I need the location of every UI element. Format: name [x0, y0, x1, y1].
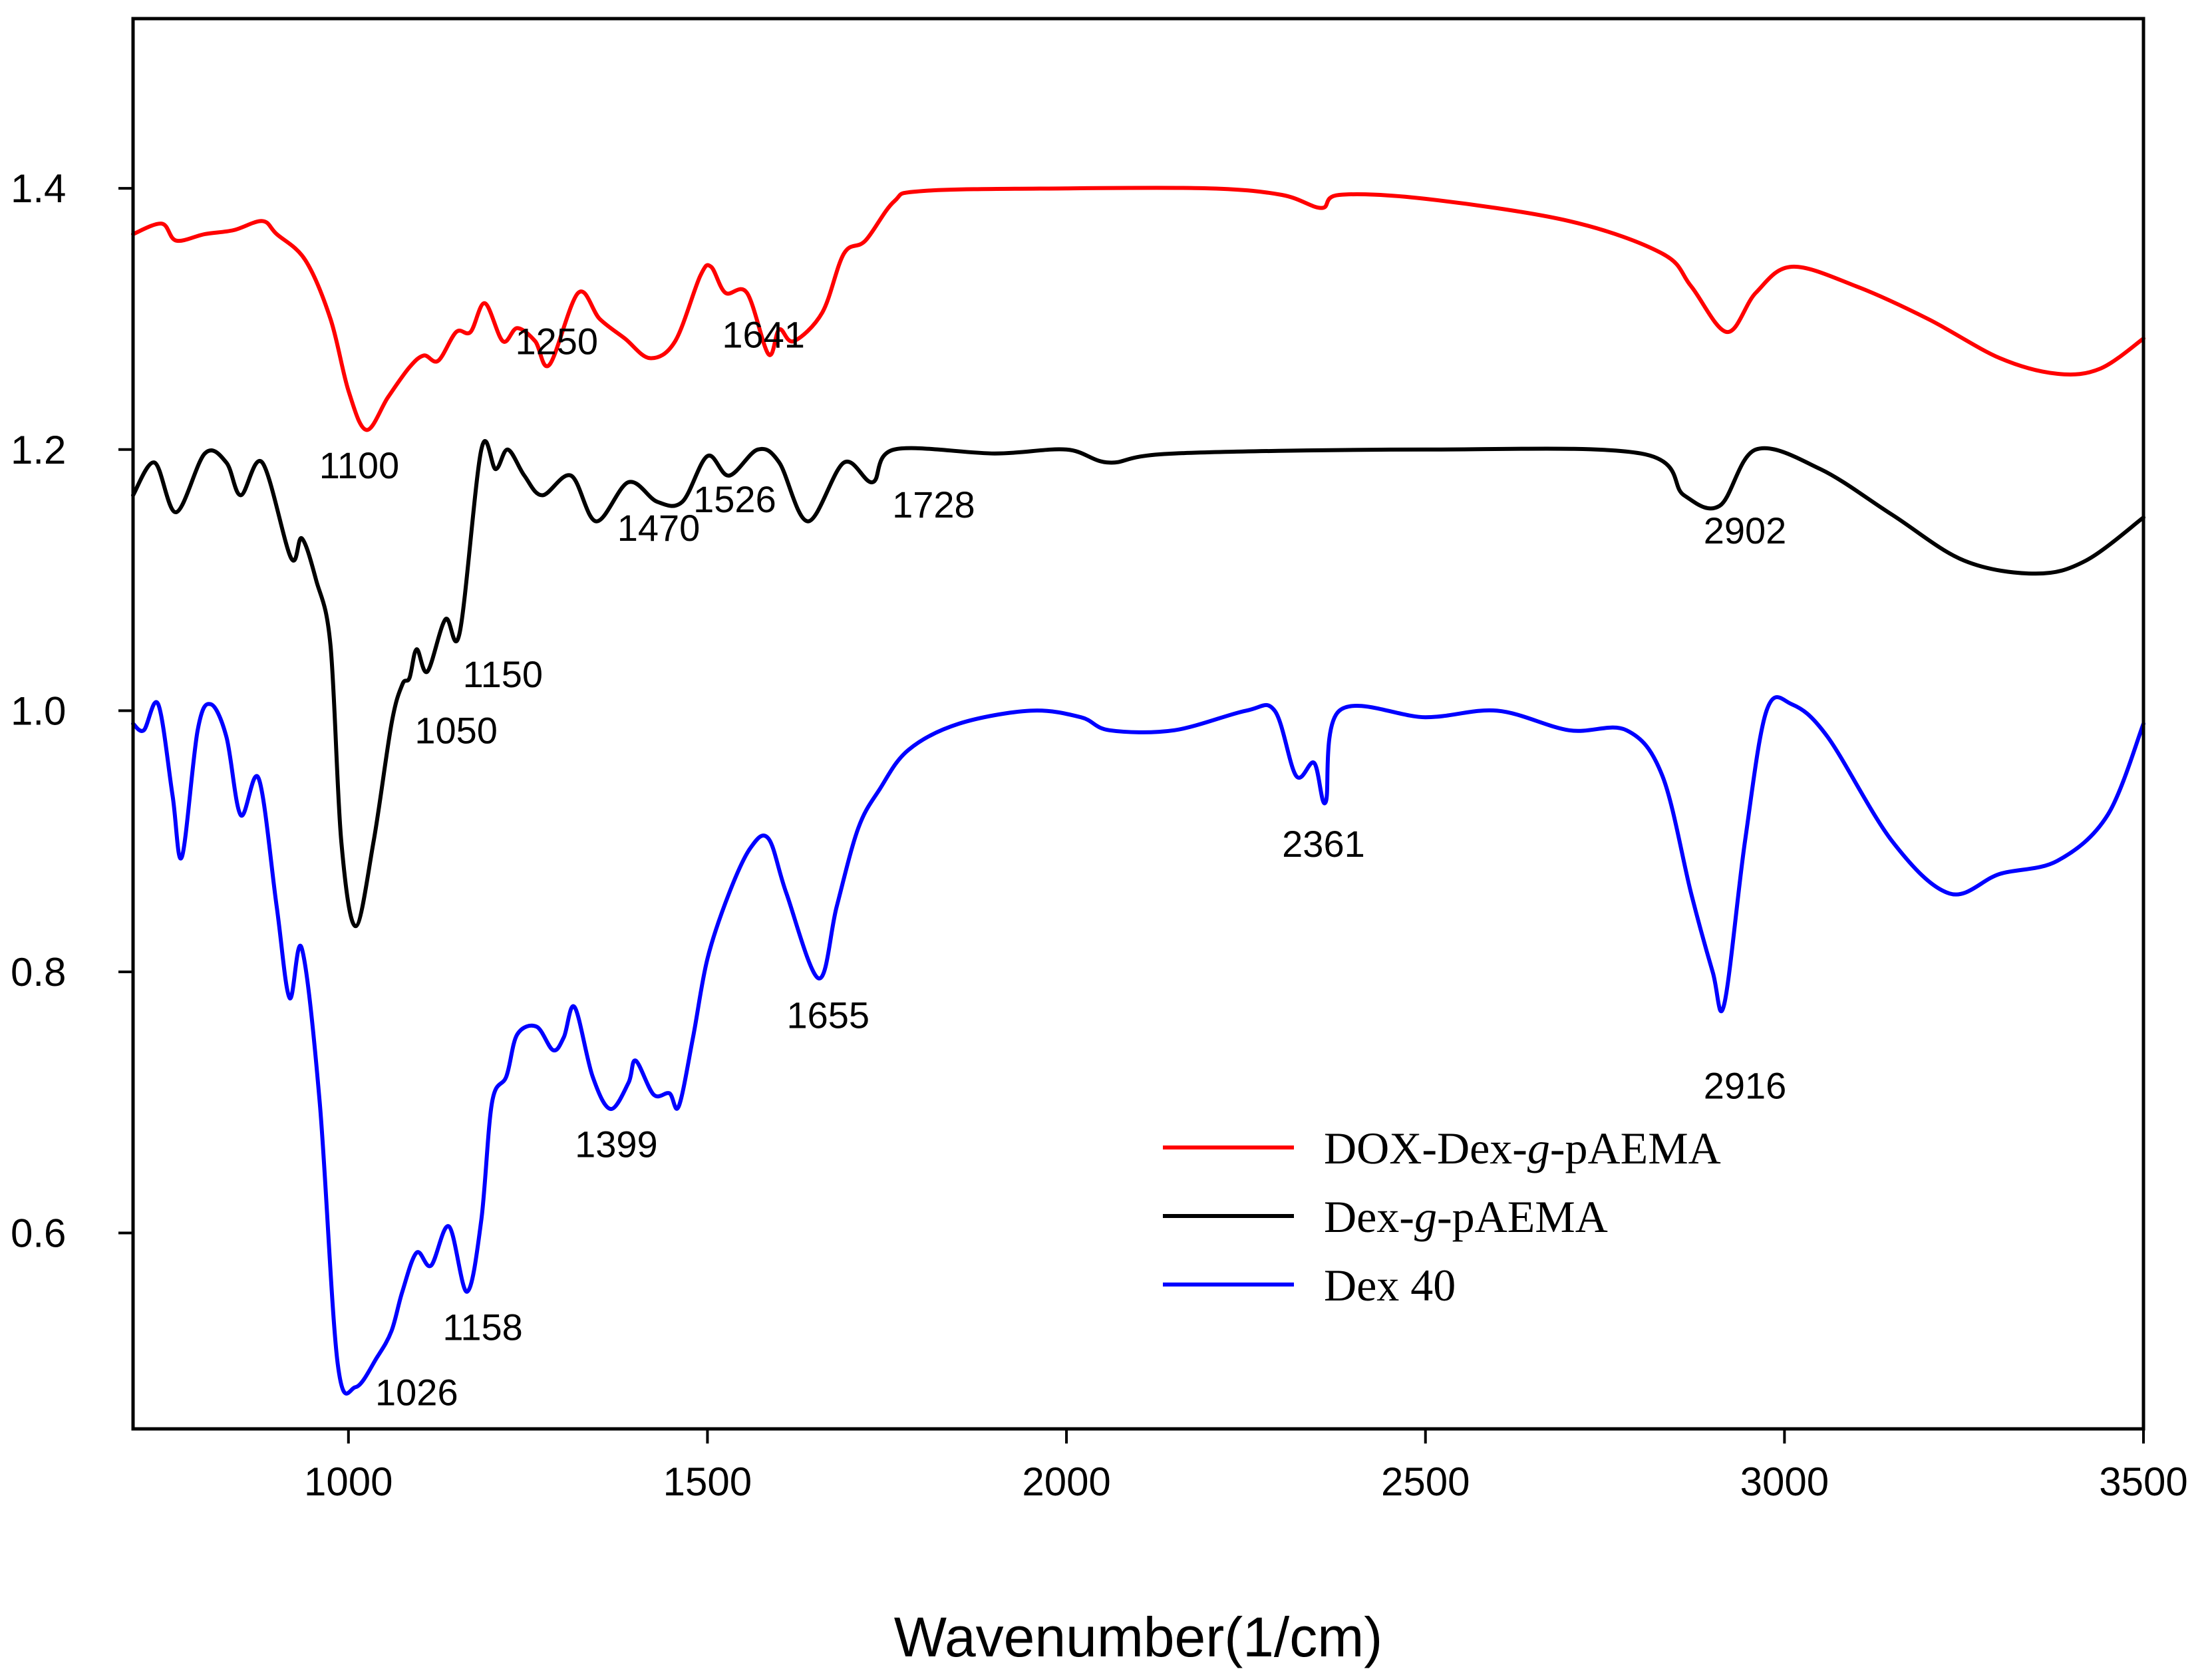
legend-label-2: Dex-g-pAEMA [1324, 1191, 1608, 1242]
peak-label: 2902 [1704, 510, 1787, 551]
peak-label: 1050 [414, 709, 498, 751]
peak-label: 1026 [375, 1372, 458, 1414]
series-layer [131, 186, 2145, 1396]
peak-label: 1526 [693, 478, 776, 520]
peak-label: 1470 [617, 507, 701, 549]
peak-label: 2916 [1704, 1064, 1787, 1106]
y-tick-label: 1.4 [11, 166, 66, 211]
y-tick-label: 1.0 [11, 688, 66, 733]
y-tick-label: 0.6 [11, 1211, 66, 1256]
plot-frame [131, 17, 2145, 1431]
y-tick-label: 0.8 [11, 950, 66, 994]
x-tick-label: 1500 [663, 1459, 752, 1504]
x-tick-label: 2000 [1022, 1459, 1110, 1504]
x-tick-label: 1000 [304, 1459, 393, 1504]
peak-label: 2361 [1282, 823, 1365, 865]
legend-label-1: DOX-Dex-g-pAEMA [1324, 1123, 1721, 1173]
x-tick-label: 3000 [1740, 1459, 1829, 1504]
y-tick-label: 1.2 [11, 428, 66, 472]
peak-label: 1158 [442, 1306, 522, 1348]
peak-label: 1250 [515, 320, 598, 362]
peak-label: 1641 [722, 314, 805, 356]
peak-label: 1728 [892, 484, 975, 526]
legend: DOX-Dex-g-pAEMA Dex-g-pAEMA Dex 40 [1163, 1123, 1721, 1310]
axes-layer: 1000 1500 2000 2500 3000 3500 0.6 0.8 1.0 1.2 1.4 [11, 166, 2188, 1504]
x-axis-title: Wavenumber(1/cm) [894, 1606, 1382, 1668]
legend-label-3: Dex 40 [1324, 1260, 1456, 1310]
peak-label: 1150 [463, 653, 543, 695]
annotations: 1250 1641 1100 1526 1728 1470 2902 1150 1050 2361… [319, 314, 1787, 1414]
peak-label: 1100 [319, 444, 399, 486]
series-line-2 [131, 439, 2145, 929]
x-tick-label: 3500 [2099, 1459, 2187, 1504]
series-line-3 [131, 695, 2145, 1396]
peak-label: 1655 [786, 994, 869, 1036]
peak-label: 1399 [575, 1124, 658, 1165]
series-line-1 [131, 186, 2145, 432]
x-tick-label: 2500 [1381, 1459, 1470, 1504]
